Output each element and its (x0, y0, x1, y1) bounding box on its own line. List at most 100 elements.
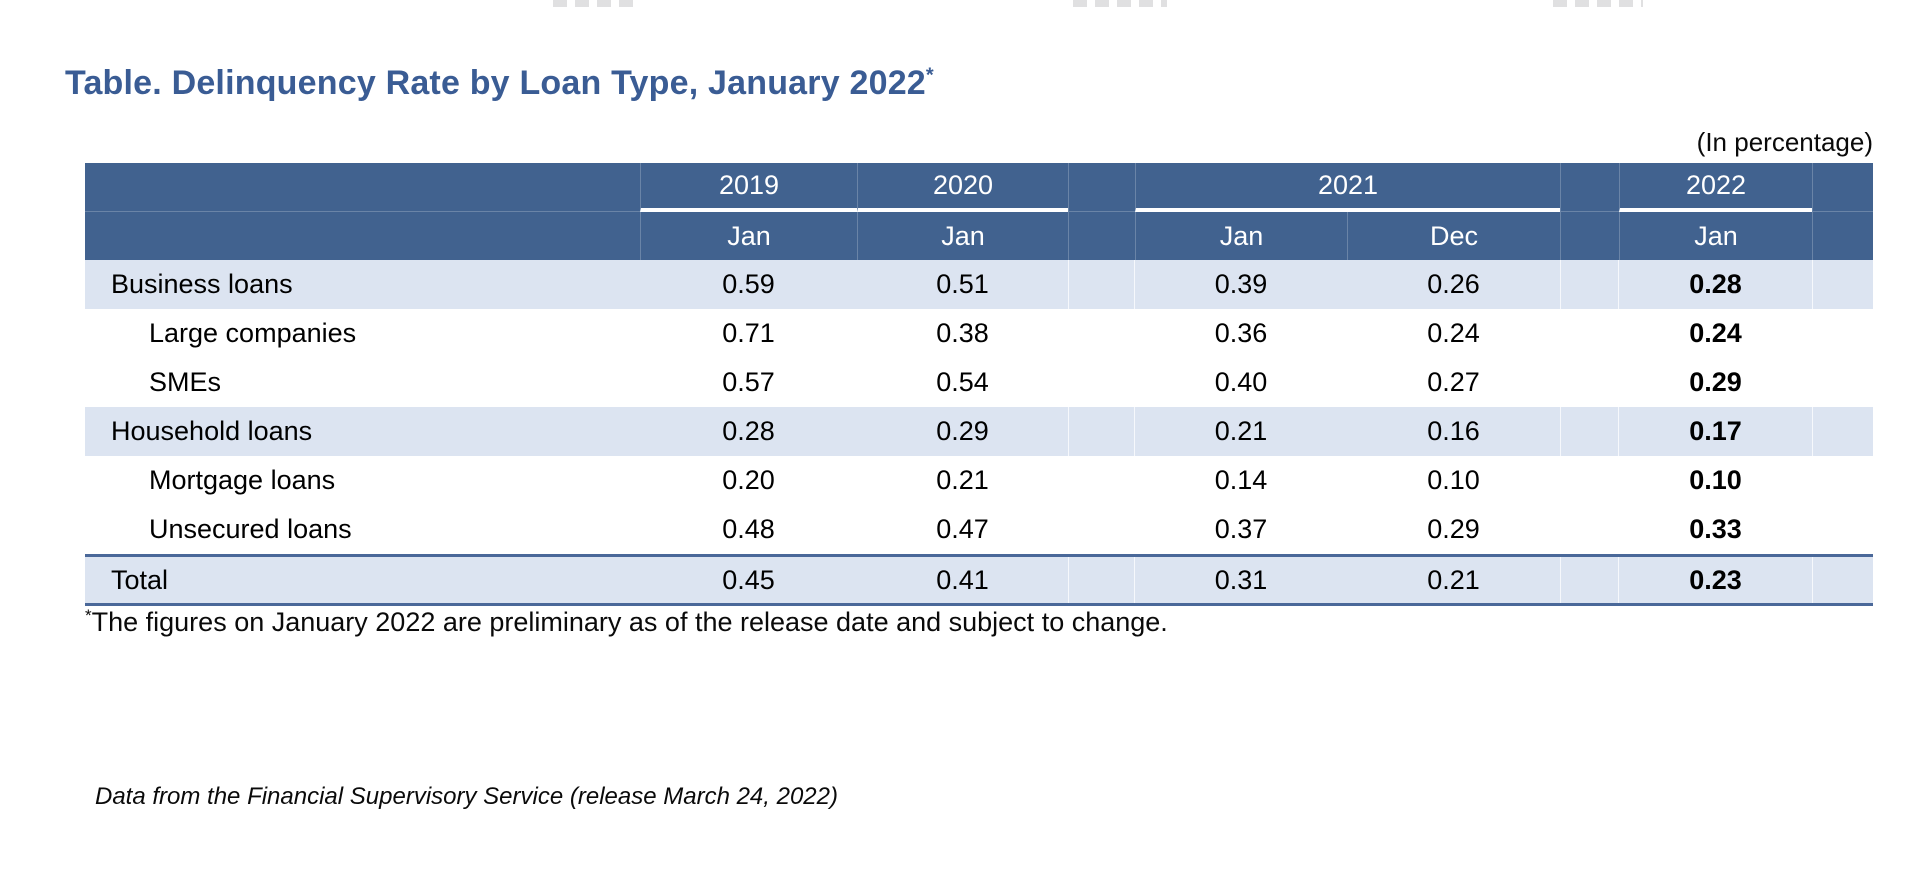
cell-value: 0.37 (1214, 514, 1268, 544)
footnote-asterisk: * (85, 606, 92, 625)
cell-value: 0.21 (936, 465, 989, 495)
row-label: Business loans (111, 269, 293, 299)
delinquency-table: 2019 2020 2021 2022 Jan Jan Jan Dec Jan (85, 163, 1873, 606)
cell-value: 0.59 (722, 269, 775, 299)
cell-trailing (1812, 260, 1873, 309)
table-title: Table. Delinquency Rate by Loan Type, Ja… (65, 64, 934, 103)
cell-value: 0.36 (1214, 318, 1268, 348)
cell-value: 0.14 (1214, 465, 1268, 495)
header-trailing-spacer (1812, 212, 1873, 260)
header-year-2021: 2021 (1135, 163, 1560, 212)
cropped-text-artifact (1553, 0, 1643, 7)
table-row-total: Total 0.45 0.41 0.31 0.21 0.23 (85, 554, 1873, 606)
table-row-smes: SMEs 0.57 0.54 0.40 0.27 0.29 (85, 358, 1873, 407)
cell-value-latest: 0.29 (1689, 367, 1742, 397)
cell-separator (1560, 358, 1619, 407)
cell-trailing (1812, 407, 1873, 456)
cell-value: 0.38 (936, 318, 989, 348)
header-separator (1068, 212, 1135, 260)
cropped-text-artifact (1073, 0, 1167, 7)
cell-value-latest: 0.33 (1689, 514, 1742, 544)
cell-value: 0.20 (722, 465, 775, 495)
header-separator (1560, 163, 1619, 212)
cell-separator (1068, 260, 1135, 309)
cell-value: 0.10 (1427, 465, 1480, 495)
cell-separator (1560, 456, 1619, 505)
cell-trailing (1812, 505, 1873, 554)
cell-value: 0.51 (936, 269, 989, 299)
cell-value: 0.31 (1214, 564, 1268, 595)
header-separator (1560, 212, 1619, 260)
cell-separator (1560, 505, 1619, 554)
header-year-2020: 2020 (857, 163, 1068, 212)
table-row-mortgage-loans: Mortgage loans 0.20 0.21 0.14 0.10 0.10 (85, 456, 1873, 505)
cell-value: 0.40 (1214, 367, 1268, 397)
cell-separator (1560, 260, 1619, 309)
cell-value-latest: 0.17 (1689, 416, 1742, 446)
header-year-2019: 2019 (640, 163, 857, 212)
cell-value: 0.16 (1427, 416, 1480, 446)
row-label: Total (111, 564, 169, 595)
cell-separator (1068, 505, 1135, 554)
cell-value: 0.48 (722, 514, 775, 544)
cell-value: 0.57 (722, 367, 775, 397)
header-year-2022: 2022 (1619, 163, 1812, 212)
cell-separator (1068, 456, 1135, 505)
table-row-business-loans: Business loans 0.59 0.51 0.39 0.26 0.28 (85, 260, 1873, 309)
table-header: 2019 2020 2021 2022 Jan Jan Jan Dec Jan (85, 163, 1873, 260)
header-month-row: Jan Jan Jan Dec Jan (85, 212, 1873, 260)
cell-trailing (1812, 456, 1873, 505)
cell-value: 0.26 (1427, 269, 1480, 299)
cell-value-latest: 0.28 (1689, 269, 1742, 299)
row-label: Unsecured loans (149, 514, 352, 544)
header-label-spacer (85, 163, 640, 212)
cell-value-latest: 0.23 (1689, 564, 1742, 595)
cell-value: 0.71 (722, 318, 775, 348)
cell-value: 0.28 (722, 416, 775, 446)
header-label-spacer (85, 212, 640, 260)
cell-separator (1068, 358, 1135, 407)
table-row-large-companies: Large companies 0.71 0.38 0.36 0.24 0.24 (85, 309, 1873, 358)
cell-trailing (1812, 358, 1873, 407)
cell-value: 0.29 (1427, 514, 1480, 544)
cell-value: 0.47 (936, 514, 989, 544)
header-separator (1068, 163, 1135, 212)
data-source-note: Data from the Financial Supervisory Serv… (95, 783, 838, 810)
header-month-2019-jan: Jan (640, 212, 857, 260)
cell-value: 0.29 (936, 416, 989, 446)
cell-separator (1068, 309, 1135, 358)
cropped-text-artifact (553, 0, 641, 7)
cell-trailing (1812, 557, 1873, 603)
header-trailing-spacer (1812, 163, 1873, 212)
cell-value: 0.21 (1214, 416, 1268, 446)
cell-value: 0.39 (1214, 269, 1268, 299)
cell-separator (1560, 309, 1619, 358)
footnote-text: The figures on January 2022 are prelimin… (91, 607, 1168, 637)
header-month-2020-jan: Jan (857, 212, 1068, 260)
cell-separator (1560, 407, 1619, 456)
cell-value: 0.41 (936, 564, 989, 595)
header-month-2022-jan: Jan (1619, 212, 1812, 260)
table-row-household-loans: Household loans 0.28 0.29 0.21 0.16 0.17 (85, 407, 1873, 456)
header-year-row: 2019 2020 2021 2022 (85, 163, 1873, 212)
cell-value: 0.27 (1427, 367, 1480, 397)
footnote: *The figures on January 2022 are prelimi… (85, 606, 1168, 638)
cell-value-latest: 0.10 (1689, 465, 1742, 495)
row-label: SMEs (149, 367, 222, 397)
cell-value: 0.21 (1427, 564, 1480, 595)
cell-value: 0.24 (1427, 318, 1480, 348)
row-label: Household loans (111, 416, 313, 446)
cell-trailing (1812, 309, 1873, 358)
header-month-2021-dec: Dec (1347, 212, 1560, 260)
row-label: Mortgage loans (149, 465, 336, 495)
header-month-2021-jan: Jan (1135, 212, 1347, 260)
unit-note: (In percentage) (1696, 127, 1873, 157)
table-title-text: Table. Delinquency Rate by Loan Type, Ja… (65, 64, 926, 102)
cell-value: 0.54 (936, 367, 989, 397)
table-row-unsecured-loans: Unsecured loans 0.48 0.47 0.37 0.29 0.33 (85, 505, 1873, 554)
row-label: Large companies (149, 318, 357, 348)
cell-separator (1560, 557, 1619, 603)
cell-value: 0.45 (722, 564, 775, 595)
cell-separator (1068, 557, 1135, 603)
